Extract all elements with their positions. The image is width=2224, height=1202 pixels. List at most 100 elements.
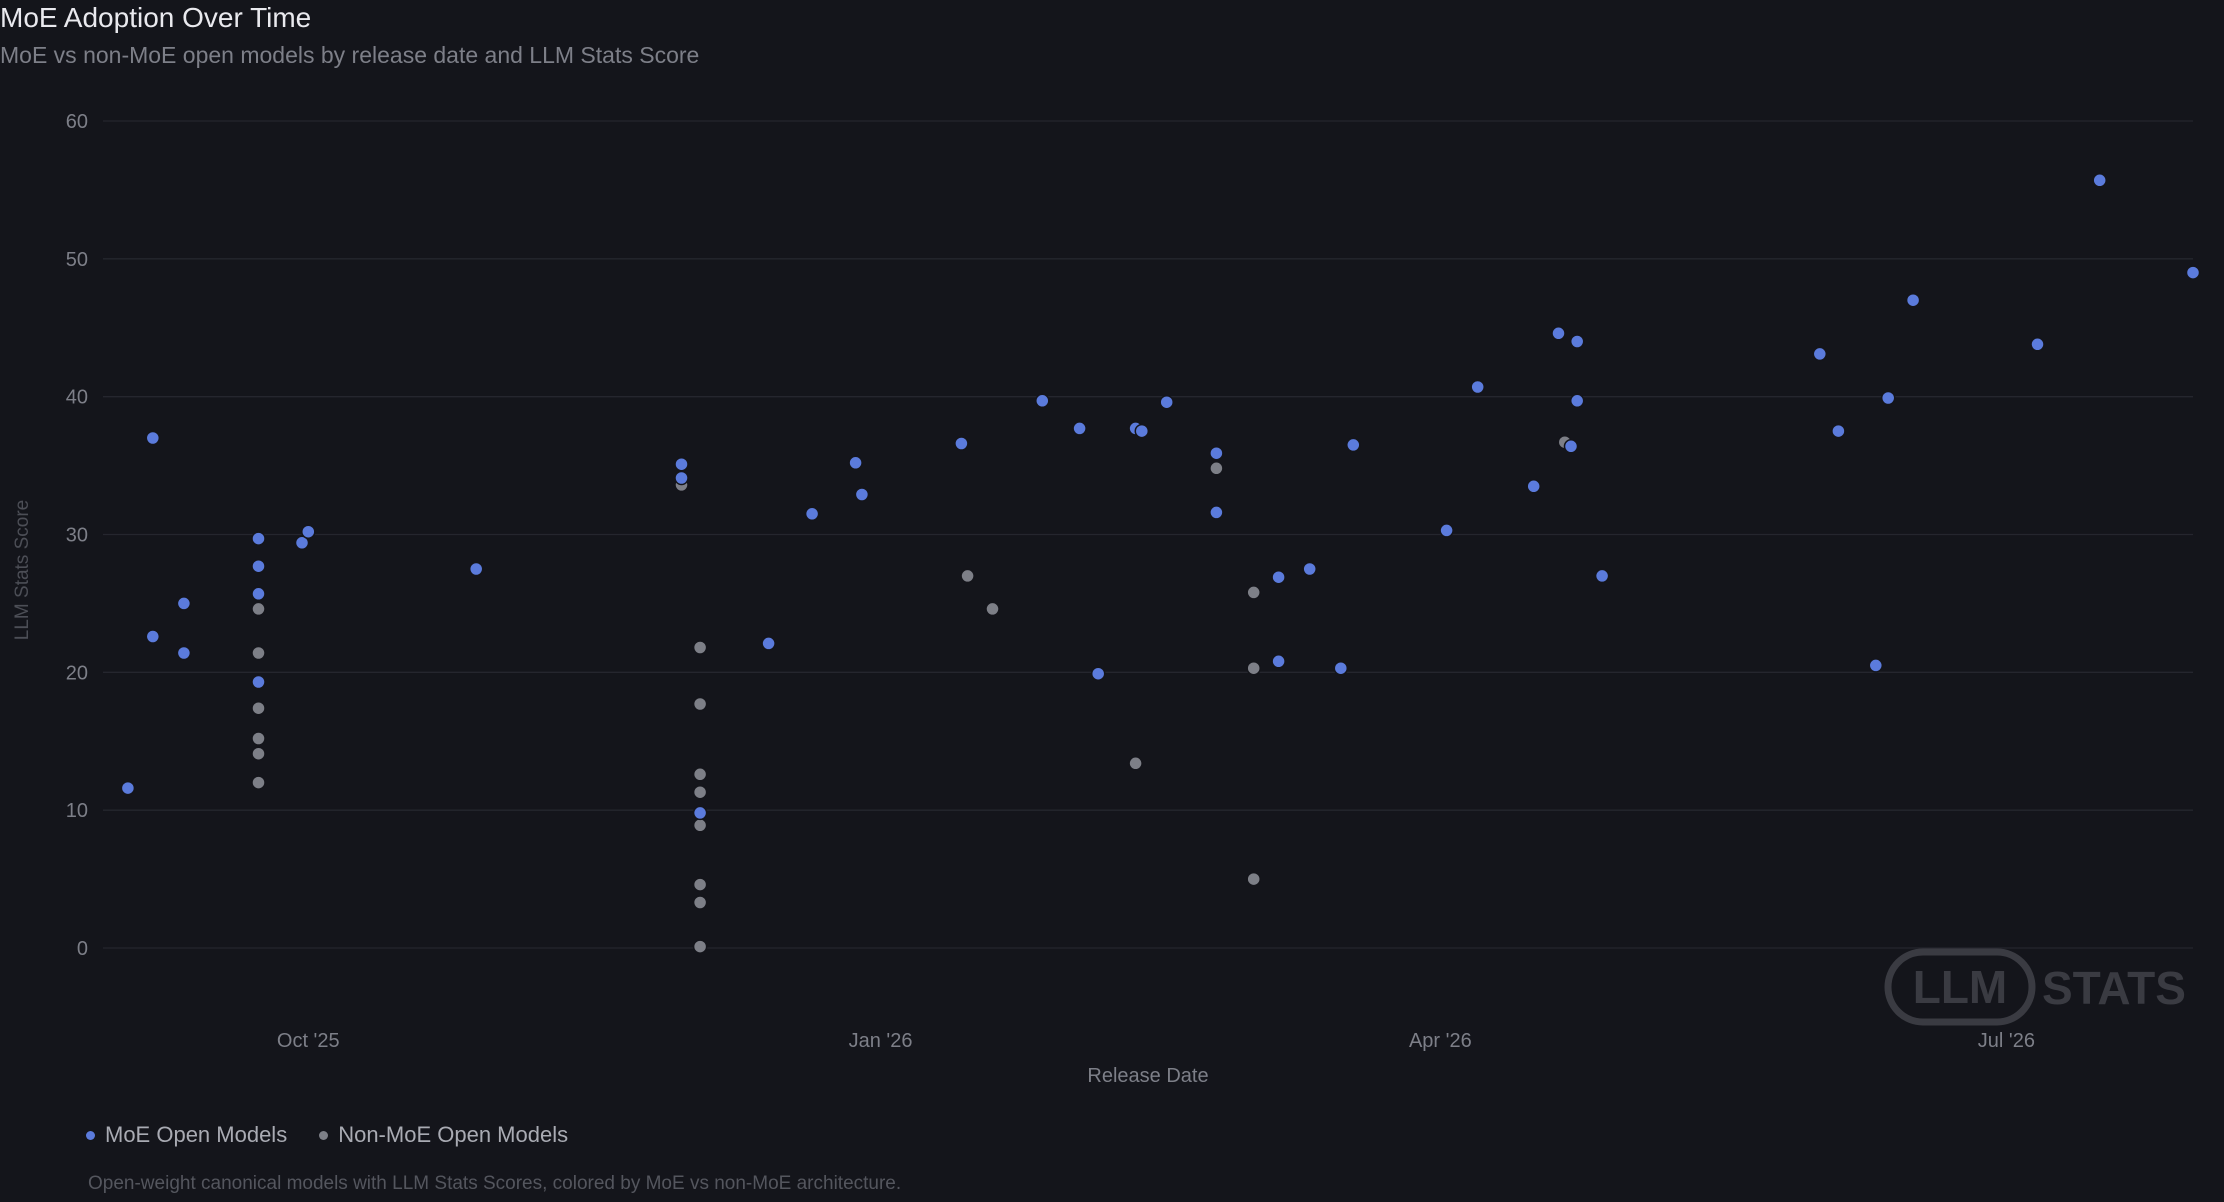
legend-label-moe: MoE Open Models: [105, 1122, 288, 1147]
moe-point[interactable]: [804, 506, 820, 522]
non-moe-point[interactable]: [692, 818, 708, 833]
y-tick-label: 10: [66, 800, 88, 822]
moe-point[interactable]: [1551, 326, 1566, 341]
watermark-logo-badge: [1884, 948, 2036, 1026]
x-tick-label: Apr '26: [1409, 1030, 1472, 1052]
moe-point[interactable]: [2030, 337, 2045, 352]
scatter-chart: 0 10 20 30 40 50 60 Oct '25 Jan '26 Apr '26 Jul '…: [12, 111, 2201, 1087]
moe-point[interactable]: [251, 531, 266, 546]
non-moe-series: [251, 434, 1573, 954]
moe-point[interactable]: [1209, 445, 1224, 461]
moe-point[interactable]: [120, 780, 136, 796]
chart-footnote: Open-weight canonical models with LLM St…: [88, 1173, 902, 1194]
moe-point[interactable]: [1594, 568, 1610, 584]
non-moe-point[interactable]: [985, 601, 1000, 617]
moe-legend-dot: [86, 1130, 95, 1140]
chart-legend: MoE Open Models Non-MoE Open Models: [86, 1122, 568, 1148]
moe-point[interactable]: [1302, 561, 1317, 577]
moe-point[interactable]: [1090, 666, 1106, 681]
moe-point[interactable]: [848, 455, 863, 471]
moe-point[interactable]: [1569, 334, 1585, 349]
moe-point[interactable]: [1035, 393, 1050, 409]
moe-point[interactable]: [1209, 505, 1224, 520]
watermark-logo-text: LLM: [1913, 961, 2008, 1013]
moe-point[interactable]: [2092, 173, 2107, 188]
moe-point[interactable]: [1831, 423, 1846, 439]
moe-point[interactable]: [251, 586, 266, 602]
moe-point[interactable]: [674, 470, 689, 486]
moe-point[interactable]: [1526, 479, 1541, 494]
moe-point[interactable]: [1333, 660, 1349, 676]
non-moe-point[interactable]: [960, 568, 975, 584]
non-moe-point[interactable]: [692, 696, 708, 712]
moe-point[interactable]: [294, 535, 310, 551]
moe-point[interactable]: [1880, 390, 1896, 406]
non-moe-point[interactable]: [251, 746, 266, 761]
moe-point[interactable]: [251, 558, 266, 574]
x-tick-label: Jul '26: [1978, 1030, 2035, 1052]
non-moe-point[interactable]: [1246, 585, 1261, 600]
moe-point[interactable]: [176, 645, 192, 661]
moe-point[interactable]: [468, 561, 484, 577]
y-tick-label: 50: [66, 249, 88, 271]
chart-title: MoE Adoption Over Time: [0, 2, 312, 33]
moe-point[interactable]: [1271, 569, 1286, 585]
non-moe-legend-dot: [319, 1130, 329, 1140]
non-moe-point[interactable]: [251, 601, 266, 617]
non-moe-point[interactable]: [251, 731, 266, 746]
non-moe-point[interactable]: [251, 775, 266, 790]
x-tick-label: Jan '26: [849, 1030, 913, 1052]
moe-point[interactable]: [1868, 658, 1884, 673]
moe-point[interactable]: [1072, 421, 1087, 436]
non-moe-point[interactable]: [692, 895, 708, 910]
y-tick-label: 40: [66, 387, 88, 409]
moe-point[interactable]: [251, 674, 266, 690]
legend-item-moe[interactable]: MoE Open Models: [86, 1122, 287, 1148]
moe-point[interactable]: [1569, 393, 1585, 409]
moe-point[interactable]: [1346, 437, 1361, 453]
non-moe-point[interactable]: [251, 700, 266, 716]
y-tick-label: 30: [66, 525, 88, 547]
y-tick-label: 60: [66, 111, 88, 133]
non-moe-point[interactable]: [1128, 756, 1143, 771]
non-moe-point[interactable]: [692, 939, 708, 954]
legend-item-non-moe[interactable]: Non-MoE Open Models: [319, 1122, 568, 1148]
moe-point[interactable]: [145, 430, 161, 446]
moe-point[interactable]: [145, 629, 161, 644]
moe-point[interactable]: [1439, 523, 1454, 538]
y-tick-label: 20: [66, 662, 88, 684]
x-axis-ticks: Oct '25 Jan '26 Apr '26 Jul '26: [277, 1030, 2035, 1052]
non-moe-point[interactable]: [692, 877, 708, 892]
non-moe-point[interactable]: [251, 645, 266, 661]
moe-point[interactable]: [854, 487, 870, 502]
moe-point[interactable]: [1812, 346, 1828, 362]
moe-point[interactable]: [674, 456, 689, 472]
y-axis-ticks: 0 10 20 30 40 50 60: [66, 111, 88, 960]
moe-point[interactable]: [1563, 439, 1579, 454]
non-moe-point[interactable]: [1246, 660, 1261, 676]
moe-point[interactable]: [176, 596, 192, 611]
non-moe-point[interactable]: [1246, 871, 1261, 887]
moe-point[interactable]: [1159, 394, 1174, 410]
moe-point[interactable]: [692, 805, 708, 821]
moe-point[interactable]: [301, 524, 316, 539]
chart-subtitle: MoE vs non-MoE open models by release da…: [0, 42, 700, 68]
non-moe-point[interactable]: [692, 767, 708, 782]
moe-point[interactable]: [1905, 292, 1921, 308]
moe-point[interactable]: [1271, 654, 1286, 669]
moe-point[interactable]: [1134, 423, 1150, 439]
llm-stats-watermark: LLM STATS: [1884, 948, 2186, 1026]
moe-point[interactable]: [761, 636, 776, 651]
moe-series: [120, 173, 2201, 821]
non-moe-point[interactable]: [692, 640, 708, 655]
non-moe-point[interactable]: [1209, 461, 1224, 476]
x-axis-label: Release Date: [1087, 1065, 1208, 1087]
moe-point[interactable]: [2185, 265, 2201, 280]
legend-label-non-moe: Non-MoE Open Models: [338, 1122, 569, 1147]
moe-point[interactable]: [954, 436, 969, 451]
non-moe-point[interactable]: [692, 784, 708, 800]
moe-point[interactable]: [1470, 379, 1485, 395]
x-tick-label: Oct '25: [277, 1030, 340, 1052]
y-tick-label: 0: [77, 938, 88, 960]
